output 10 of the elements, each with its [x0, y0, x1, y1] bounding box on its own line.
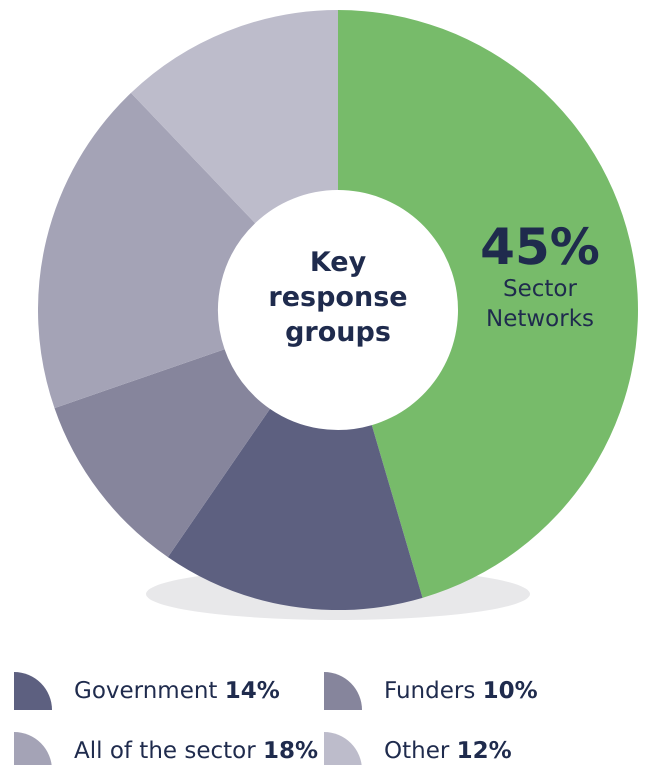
data-label: 18% — [263, 738, 318, 764]
data-label: 45% — [479, 218, 601, 276]
legend-label: Other — [384, 738, 450, 764]
legend-label: Funders — [384, 678, 476, 704]
data-label: 14% — [224, 678, 280, 704]
legend-label: All of the sector — [74, 738, 256, 764]
text: Key response groups — [267, 246, 409, 350]
data-label: 12% — [456, 738, 512, 764]
legend-label: Government — [74, 678, 218, 704]
data-label: 10% — [482, 678, 538, 704]
